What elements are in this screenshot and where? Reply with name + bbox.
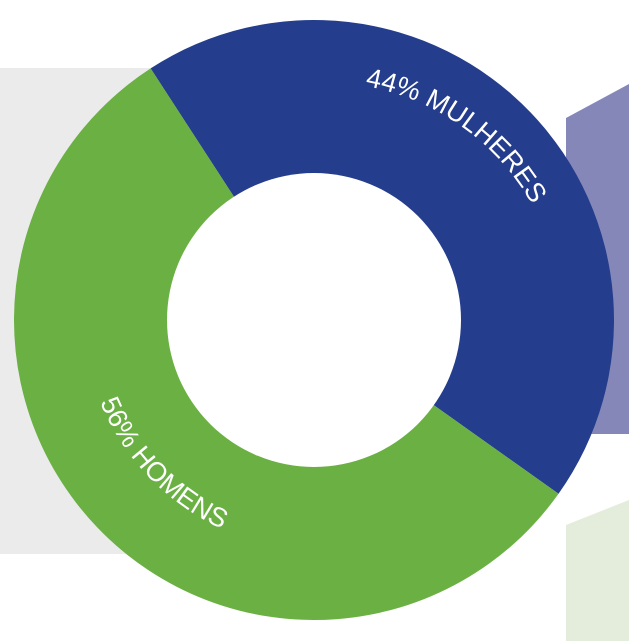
right-bottom-background-panel (566, 500, 629, 641)
donut-chart (13, 20, 614, 621)
donut-hole (167, 173, 461, 467)
